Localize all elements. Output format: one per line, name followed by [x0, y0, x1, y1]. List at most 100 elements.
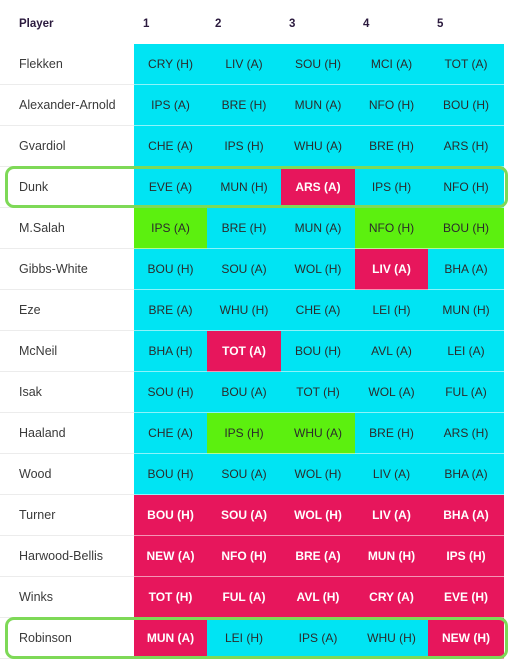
fixture-cell[interactable]: IPS (H) — [428, 536, 504, 577]
fixture-cell[interactable]: IPS (A) — [281, 618, 355, 659]
fixture-cell[interactable]: MUN (A) — [134, 618, 207, 659]
fixture-cell[interactable]: WOL (H) — [281, 249, 355, 290]
fixture-cell[interactable]: BOU (H) — [134, 249, 207, 290]
fixture-cell[interactable]: BOU (H) — [134, 454, 207, 495]
fixture-cell[interactable]: IPS (H) — [207, 413, 281, 454]
fixture-cell[interactable]: ARS (A) — [281, 167, 355, 208]
fixture-cell[interactable]: EVE (H) — [428, 577, 504, 618]
fixture-cell[interactable]: ARS (H) — [428, 126, 504, 167]
fixture-cell[interactable]: BRE (H) — [355, 126, 428, 167]
fixture-cell[interactable]: BOU (H) — [428, 208, 504, 249]
fixture-cell[interactable]: FUL (A) — [207, 577, 281, 618]
player-row[interactable]: Gvardiol CHE (A) IPS (H) WHU (A) BRE (H) ARS … — [0, 126, 504, 167]
fixture-cell[interactable]: SOU (H) — [281, 44, 355, 85]
fixture-cell[interactable]: LEI (A) — [428, 331, 504, 372]
fixture-cell[interactable]: NFO (H) — [355, 208, 428, 249]
fixture-cell[interactable]: WOL (H) — [281, 495, 355, 536]
gameweek-header-4[interactable]: 4 — [363, 18, 370, 30]
fixture-cell[interactable]: WHU (A) — [281, 126, 355, 167]
fixture-cell[interactable]: WHU (H) — [207, 290, 281, 331]
fixture-cell[interactable]: EVE (A) — [134, 167, 207, 208]
fixture-label: TOT (H) — [296, 385, 340, 399]
fixture-cell[interactable]: IPS (H) — [207, 126, 281, 167]
gameweek-header-2[interactable]: 2 — [215, 18, 222, 30]
fixture-cell[interactable]: WOL (A) — [355, 372, 428, 413]
fixture-cell[interactable]: LEI (H) — [355, 290, 428, 331]
fixture-cell[interactable]: TOT (A) — [207, 331, 281, 372]
player-row[interactable]: McNeil BHA (H) TOT (A) BOU (H) AVL (A) LEI (A… — [0, 331, 504, 372]
fixture-cell[interactable]: SOU (A) — [207, 495, 281, 536]
player-row[interactable]: Robinson MUN (A) LEI (H) IPS (A) WHU (H) NEW … — [0, 618, 504, 659]
fixture-cell[interactable]: BRE (H) — [207, 85, 281, 126]
cell-divider — [207, 494, 281, 495]
fixture-cell[interactable]: BOU (H) — [281, 331, 355, 372]
fixture-cell[interactable]: IPS (A) — [134, 208, 207, 249]
fixture-cell[interactable]: IPS (H) — [355, 167, 428, 208]
player-row[interactable]: Haaland CHE (A) IPS (H) WHU (A) BRE (H) ARS (… — [0, 413, 504, 454]
fixture-cell[interactable]: SOU (H) — [134, 372, 207, 413]
fixture-cell[interactable]: AVL (A) — [355, 331, 428, 372]
fixture-cell[interactable]: IPS (A) — [134, 85, 207, 126]
fixture-cell[interactable]: MUN (A) — [281, 85, 355, 126]
fixture-cell[interactable]: FUL (A) — [428, 372, 504, 413]
fixture-cell[interactable]: BRE (A) — [281, 536, 355, 577]
fixture-cell[interactable]: MUN (A) — [281, 208, 355, 249]
player-row[interactable]: Dunk EVE (A) MUN (H) ARS (A) IPS (H) NFO (H) — [0, 167, 504, 208]
fixture-cell[interactable]: SOU (A) — [207, 454, 281, 495]
fixture-cell[interactable]: BOU (H) — [134, 495, 207, 536]
fixture-cell[interactable]: WOL (H) — [281, 454, 355, 495]
player-row[interactable]: Harwood-Bellis NEW (A) NFO (H) BRE (A) MUN (… — [0, 536, 504, 577]
fixture-cell[interactable]: ARS (H) — [428, 413, 504, 454]
gameweek-header-1[interactable]: 1 — [143, 18, 150, 30]
fixture-cell[interactable]: NEW (H) — [428, 618, 504, 659]
player-row[interactable]: Winks TOT (H) FUL (A) AVL (H) CRY (A) EVE (H) — [0, 577, 504, 618]
fixture-cell[interactable]: NFO (H) — [355, 85, 428, 126]
player-row[interactable]: Alexander-Arnold IPS (A) BRE (H) MUN (A) NFO… — [0, 85, 504, 126]
fixture-cell[interactable]: NEW (A) — [134, 536, 207, 577]
player-row[interactable]: Turner BOU (H) SOU (A) WOL (H) LIV (A) BHA (A… — [0, 495, 504, 536]
fixture-cell[interactable]: WHU (H) — [355, 618, 428, 659]
player-row[interactable]: Gibbs-White BOU (H) SOU (A) WOL (H) LIV (A) B… — [0, 249, 504, 290]
fixture-cell[interactable]: NFO (H) — [207, 536, 281, 577]
player-row[interactable]: M.Salah IPS (A) BRE (H) MUN (A) NFO (H) BOU (… — [0, 208, 504, 249]
fixture-cell[interactable]: BOU (A) — [207, 372, 281, 413]
fixture-cell[interactable]: MUN (H) — [355, 536, 428, 577]
fixture-cell[interactable]: NFO (H) — [428, 167, 504, 208]
fixture-cell[interactable]: LIV (A) — [355, 249, 428, 290]
fixture-cell[interactable]: LIV (A) — [207, 44, 281, 85]
cell-divider — [428, 371, 504, 372]
fixture-cell[interactable]: CHE (A) — [134, 413, 207, 454]
fixture-cell[interactable]: TOT (H) — [281, 372, 355, 413]
fixture-cell[interactable]: CRY (H) — [134, 44, 207, 85]
fixture-cell[interactable]: BRE (A) — [134, 290, 207, 331]
fixture-cell[interactable]: LIV (A) — [355, 495, 428, 536]
fixture-cell[interactable]: WHU (A) — [281, 413, 355, 454]
player-column-header[interactable]: Player — [19, 18, 54, 30]
player-row[interactable]: Wood BOU (H) SOU (A) WOL (H) LIV (A) BHA (A) — [0, 454, 504, 495]
fixture-cell[interactable]: LEI (H) — [207, 618, 281, 659]
fixture-cell[interactable]: CHE (A) — [281, 290, 355, 331]
fixture-cell[interactable]: CHE (A) — [134, 126, 207, 167]
player-row[interactable]: Isak SOU (H) BOU (A) TOT (H) WOL (A) FUL (A) — [0, 372, 504, 413]
player-name: Winks — [19, 590, 54, 604]
player-row[interactable]: Flekken CRY (H) LIV (A) SOU (H) MCI (A) TOT (… — [0, 44, 504, 85]
gameweek-header-3[interactable]: 3 — [289, 18, 296, 30]
fixture-cell[interactable]: TOT (A) — [428, 44, 504, 85]
fixture-cell[interactable]: CRY (A) — [355, 577, 428, 618]
fixture-cell[interactable]: AVL (H) — [281, 577, 355, 618]
player-row[interactable]: Eze BRE (A) WHU (H) CHE (A) LEI (H) MUN (H) — [0, 290, 504, 331]
fixture-cell[interactable]: MUN (H) — [207, 167, 281, 208]
fixture-cell[interactable]: BHA (A) — [428, 495, 504, 536]
fixture-cell[interactable]: LIV (A) — [355, 454, 428, 495]
fixture-cell[interactable]: BHA (H) — [134, 331, 207, 372]
fixture-cell[interactable]: BRE (H) — [207, 208, 281, 249]
fixture-cell[interactable]: BHA (A) — [428, 249, 504, 290]
gameweek-header-5[interactable]: 5 — [437, 18, 444, 30]
fixture-cell[interactable]: BHA (A) — [428, 454, 504, 495]
fixture-cell[interactable]: SOU (A) — [207, 249, 281, 290]
fixture-cell[interactable]: MUN (H) — [428, 290, 504, 331]
fixture-cell[interactable]: BRE (H) — [355, 413, 428, 454]
fixture-cell[interactable]: BOU (H) — [428, 85, 504, 126]
fixture-cell[interactable]: MCI (A) — [355, 44, 428, 85]
fixture-cell[interactable]: TOT (H) — [134, 577, 207, 618]
